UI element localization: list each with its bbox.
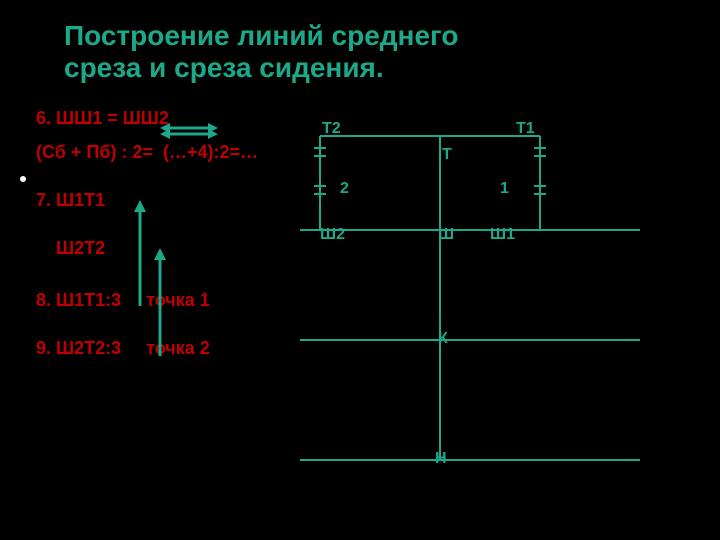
label-1: 1: [500, 180, 509, 198]
label-H: Н: [435, 450, 447, 468]
label-K: К: [438, 330, 448, 348]
label-W1: Ш1: [490, 226, 515, 244]
label-W: Ш: [438, 226, 454, 244]
slide-root: { "title": { "text": "Построение линий с…: [0, 0, 720, 540]
label-W2: Ш2: [320, 226, 345, 244]
label-T1: Т1: [516, 120, 535, 138]
label-T: Т: [442, 146, 452, 164]
diagram-svg: [0, 0, 720, 540]
label-T2: Т2: [322, 120, 341, 138]
label-2: 2: [340, 180, 349, 198]
